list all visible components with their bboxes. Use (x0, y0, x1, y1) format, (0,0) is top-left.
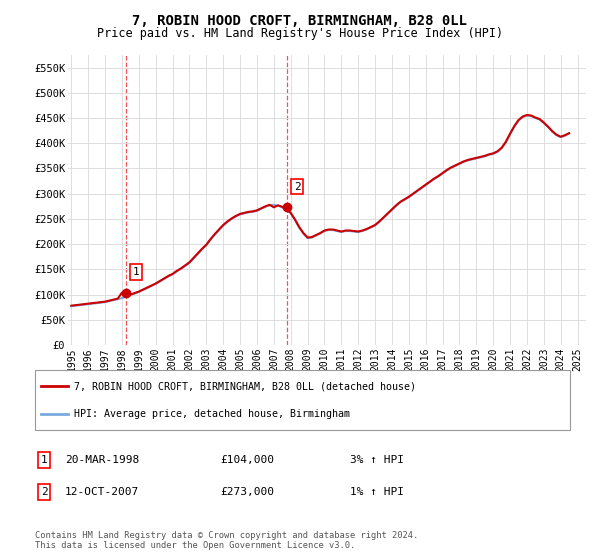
Text: Contains HM Land Registry data © Crown copyright and database right 2024.
This d: Contains HM Land Registry data © Crown c… (35, 531, 418, 550)
Text: 7, ROBIN HOOD CROFT, BIRMINGHAM, B28 0LL: 7, ROBIN HOOD CROFT, BIRMINGHAM, B28 0LL (133, 14, 467, 28)
Text: HPI: Average price, detached house, Birmingham: HPI: Average price, detached house, Birm… (74, 409, 350, 419)
Text: 12-OCT-2007: 12-OCT-2007 (65, 487, 139, 497)
Text: 3% ↑ HPI: 3% ↑ HPI (350, 455, 404, 465)
Text: £104,000: £104,000 (220, 455, 274, 465)
Text: 1: 1 (41, 455, 47, 465)
Text: £273,000: £273,000 (220, 487, 274, 497)
Text: 1: 1 (133, 267, 139, 277)
Text: 2: 2 (41, 487, 47, 497)
Text: Price paid vs. HM Land Registry's House Price Index (HPI): Price paid vs. HM Land Registry's House … (97, 27, 503, 40)
Text: 20-MAR-1998: 20-MAR-1998 (65, 455, 139, 465)
Text: 7, ROBIN HOOD CROFT, BIRMINGHAM, B28 0LL (detached house): 7, ROBIN HOOD CROFT, BIRMINGHAM, B28 0LL… (74, 381, 416, 391)
Text: 1% ↑ HPI: 1% ↑ HPI (350, 487, 404, 497)
Text: 2: 2 (294, 181, 301, 192)
